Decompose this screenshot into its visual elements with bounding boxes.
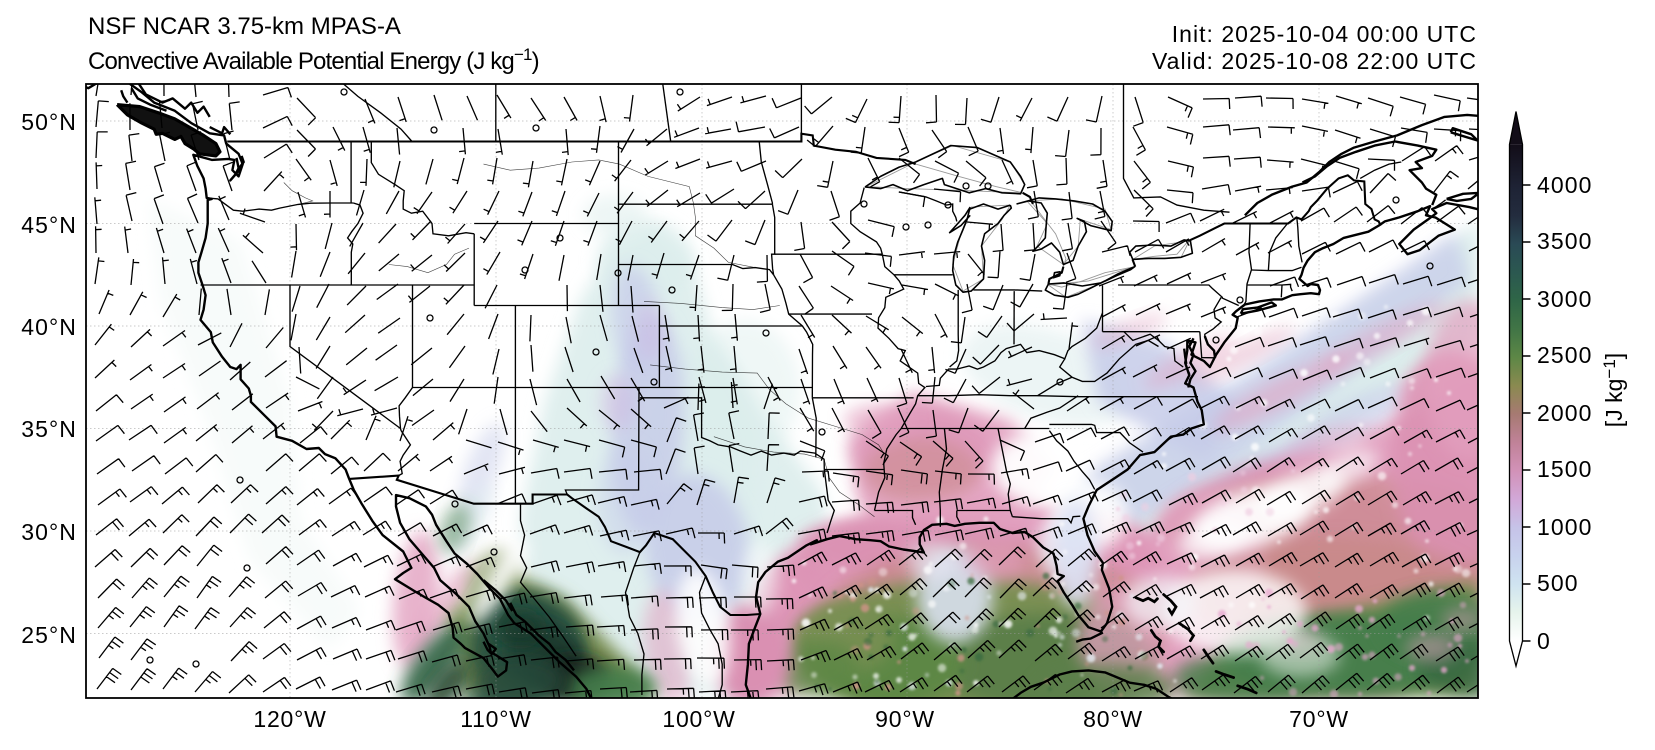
svg-text:[J kg−1]: [J kg−1] bbox=[1600, 353, 1627, 427]
